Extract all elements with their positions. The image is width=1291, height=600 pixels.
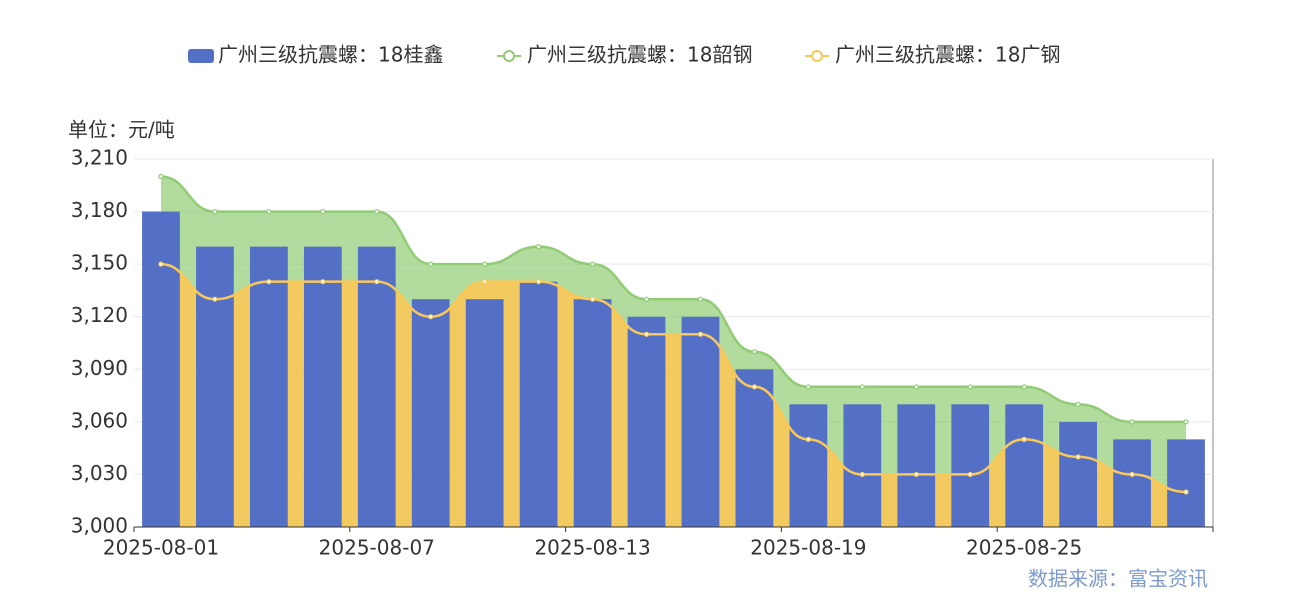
y-tick-label: 3,000 xyxy=(71,514,128,538)
x-tick-label: 2025-08-01 xyxy=(103,536,219,560)
point xyxy=(805,384,811,390)
legend-swatch xyxy=(503,50,515,62)
bar xyxy=(735,369,774,527)
point xyxy=(967,471,973,478)
series-line xyxy=(160,175,1187,424)
point xyxy=(266,208,272,215)
bar xyxy=(1167,439,1205,527)
point xyxy=(1183,489,1189,495)
bar xyxy=(951,404,990,527)
bar xyxy=(303,246,342,527)
bar xyxy=(573,299,612,527)
point xyxy=(697,331,704,337)
point xyxy=(482,261,488,267)
point xyxy=(158,261,164,267)
bar xyxy=(627,316,666,527)
y-tick-label: 3,030 xyxy=(71,461,128,485)
y-tick-label: 3,180 xyxy=(71,198,128,222)
bar xyxy=(843,404,882,527)
bar xyxy=(1113,439,1151,527)
point xyxy=(967,384,973,390)
point xyxy=(913,384,919,390)
y-tick-label: 3,090 xyxy=(71,356,128,380)
point xyxy=(158,173,164,180)
point xyxy=(751,384,758,390)
point xyxy=(589,296,596,302)
point xyxy=(751,349,758,355)
bar xyxy=(357,246,396,527)
bar xyxy=(681,316,720,527)
point xyxy=(643,296,650,302)
point xyxy=(374,208,380,215)
legend-label: 广州三级抗震螺：18桂鑫 xyxy=(218,43,443,67)
point xyxy=(1021,384,1027,390)
legend-swatch xyxy=(188,49,214,63)
point xyxy=(212,208,218,215)
legend-label: 广州三级抗震螺：18韶钢 xyxy=(527,43,752,67)
point xyxy=(212,296,218,302)
point xyxy=(320,279,326,285)
source: 数据来源：富宝资讯 xyxy=(1028,567,1208,591)
point xyxy=(1129,419,1135,425)
point xyxy=(859,384,865,390)
bar xyxy=(1005,404,1044,527)
x-tick-label: 2025-08-19 xyxy=(750,536,866,560)
point xyxy=(859,471,865,478)
bar xyxy=(789,404,828,527)
point xyxy=(913,471,919,478)
bar xyxy=(411,299,450,527)
point xyxy=(266,279,272,285)
point xyxy=(536,244,542,250)
point xyxy=(697,296,704,302)
bar xyxy=(249,246,288,527)
point xyxy=(589,261,596,267)
point xyxy=(1129,471,1135,478)
x-tick-label: 2025-08-25 xyxy=(966,536,1082,560)
bar xyxy=(1059,421,1098,527)
point xyxy=(1075,454,1081,460)
point xyxy=(1075,401,1081,407)
y-tick-label: 3,210 xyxy=(71,146,128,170)
y-tick-label: 3,060 xyxy=(71,408,128,432)
legend-label: 广州三级抗震螺：18广钢 xyxy=(835,43,1060,67)
point xyxy=(536,279,542,285)
x-tick-label: 2025-08-13 xyxy=(534,536,650,560)
point xyxy=(805,436,811,442)
bar xyxy=(465,299,504,527)
point xyxy=(374,279,380,285)
point xyxy=(643,331,650,337)
y-tick-label: 3,120 xyxy=(71,303,128,327)
bar xyxy=(142,211,180,528)
y-axis-name: 单位：元/吨 xyxy=(68,118,175,142)
point xyxy=(1021,436,1027,442)
x-tick-label: 2025-08-07 xyxy=(319,536,435,560)
point xyxy=(428,314,434,320)
y-tick-label: 3,150 xyxy=(71,251,128,275)
point xyxy=(482,279,488,285)
point xyxy=(320,208,326,215)
point xyxy=(1183,419,1189,425)
legend-swatch xyxy=(811,50,823,62)
bar xyxy=(196,246,234,527)
series-line xyxy=(160,262,1187,494)
bar xyxy=(519,281,558,527)
bar xyxy=(897,404,936,527)
point xyxy=(428,261,434,267)
